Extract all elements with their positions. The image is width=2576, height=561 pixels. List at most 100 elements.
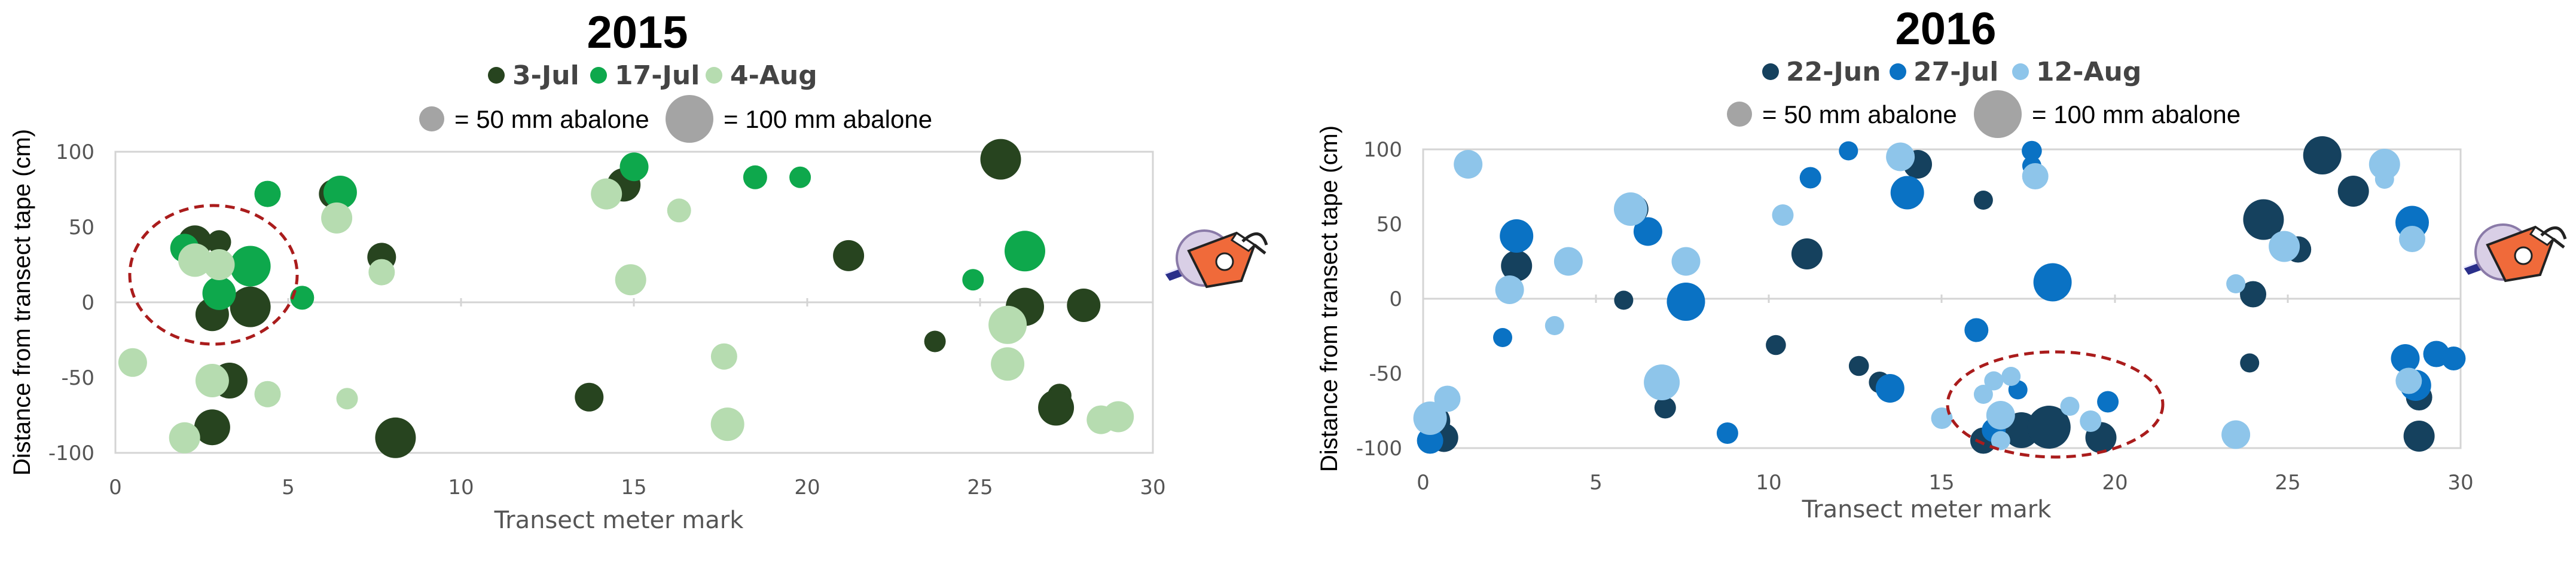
size-swatch-large — [666, 95, 713, 143]
series-legend: 3-Jul 17-Jul 4-Aug — [488, 60, 817, 91]
legend-swatch — [590, 67, 607, 84]
data-point — [1005, 231, 1045, 272]
x-tick-label: 0 — [109, 476, 122, 499]
chart-2015: 2015 3-Jul 17-Jul 4-Aug = 50 mm abalone … — [9, 7, 1266, 534]
data-point — [1931, 407, 1953, 429]
data-point — [1964, 318, 1989, 342]
data-point — [710, 407, 744, 442]
size-label: = 50 mm abalone — [1762, 100, 1957, 128]
data-point — [207, 230, 231, 255]
size-legend: = 50 mm abalone = 100 mm abalone — [419, 95, 932, 143]
x-tick-label: 15 — [1928, 471, 1954, 495]
data-point — [924, 330, 946, 352]
highlight-ellipse — [128, 204, 299, 346]
legend-label: 22-Jun — [1786, 57, 1881, 87]
data-point — [988, 305, 1027, 344]
data-point — [2221, 420, 2251, 449]
scatter-points — [118, 139, 1134, 458]
data-point — [2441, 347, 2466, 370]
data-point — [575, 382, 604, 412]
data-point — [2060, 397, 2080, 416]
x-tick-label: 0 — [1417, 471, 1430, 495]
data-point — [1839, 141, 1858, 161]
y-tick-label: 0 — [1389, 287, 1402, 311]
tape-measure-icon — [1165, 231, 1266, 287]
x-tick-label: 5 — [282, 476, 295, 499]
data-point — [1493, 328, 1512, 347]
x-tick-label: 10 — [448, 476, 474, 499]
data-point — [323, 176, 357, 209]
data-point — [118, 348, 147, 377]
data-point — [1766, 335, 1786, 355]
scatter-points — [1413, 136, 2466, 454]
data-point — [1654, 397, 1676, 419]
data-point — [1103, 401, 1134, 433]
legend-label: 27-Jul — [1913, 57, 1998, 87]
chart-title: 2016 — [1895, 4, 1996, 54]
legend-swatch — [1890, 63, 1906, 80]
data-point — [1644, 364, 1680, 400]
x-axis-label: Transect meter mark — [1802, 496, 2052, 523]
x-tick-label: 20 — [2102, 471, 2128, 495]
data-point — [1890, 176, 1924, 210]
x-tick-label: 25 — [2275, 471, 2300, 495]
chart-title: 2015 — [587, 7, 688, 58]
legend-label: 12-Aug — [2036, 57, 2141, 87]
x-tick-label: 25 — [967, 476, 993, 499]
data-point — [667, 198, 691, 223]
data-point — [2303, 136, 2342, 174]
y-tick-label: 100 — [56, 140, 94, 164]
data-point — [710, 343, 737, 370]
x-tick-label: 5 — [1589, 471, 1603, 495]
data-point — [1545, 316, 1564, 335]
data-point — [1671, 247, 1701, 276]
data-point — [195, 364, 229, 397]
chart-2016: 2016 22-Jun 27-Jul 12-Aug = 50 mm abalon… — [1316, 4, 2565, 523]
data-point — [980, 139, 1021, 180]
x-tick-labels: 0 5 10 15 20 25 30 — [1417, 471, 2473, 495]
series-legend: 22-Jun 27-Jul 12-Aug — [1762, 57, 2141, 87]
data-point — [1984, 371, 2004, 391]
data-point — [2240, 281, 2266, 308]
data-point — [1417, 427, 1443, 454]
data-point — [2403, 421, 2435, 452]
data-point — [789, 166, 811, 188]
data-point — [1848, 355, 1869, 376]
data-point — [1413, 401, 1447, 435]
data-point — [169, 422, 200, 453]
data-point — [2001, 367, 2021, 386]
data-point — [2022, 140, 2042, 161]
size-label: = 100 mm abalone — [724, 105, 932, 133]
size-swatch-small — [419, 106, 444, 131]
data-point — [1973, 385, 1993, 404]
highlight-ellipse — [1946, 350, 2165, 459]
data-point — [375, 417, 416, 458]
data-point — [1772, 204, 1794, 226]
size-legend: = 50 mm abalone = 100 mm abalone — [1727, 90, 2241, 138]
y-tick-label: -100 — [1356, 437, 1402, 461]
data-point — [254, 381, 281, 407]
data-point — [2097, 391, 2119, 413]
data-point — [615, 264, 646, 296]
data-point — [591, 178, 622, 210]
data-point — [336, 388, 358, 410]
x-tick-marks — [1595, 295, 2289, 303]
data-point — [1067, 289, 1101, 322]
data-point — [833, 240, 865, 271]
data-point — [2395, 367, 2422, 394]
data-point — [1495, 275, 1524, 304]
data-point — [962, 269, 984, 291]
size-label: = 50 mm abalone — [454, 105, 649, 133]
y-axis-label: Distance from transect tape (cm) — [1316, 125, 1342, 472]
data-point — [2022, 163, 2049, 189]
data-point — [1716, 422, 1738, 444]
y-tick-label: 50 — [69, 216, 94, 240]
data-point — [230, 246, 271, 287]
data-point — [1614, 290, 1634, 310]
data-point — [1633, 217, 1662, 246]
y-tick-label: -50 — [1369, 362, 1402, 386]
data-point — [619, 152, 649, 182]
data-point — [2369, 149, 2400, 180]
data-point — [2243, 199, 2284, 240]
